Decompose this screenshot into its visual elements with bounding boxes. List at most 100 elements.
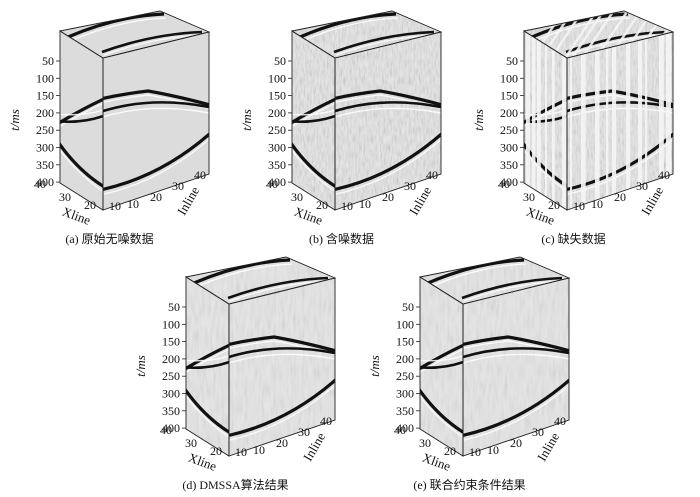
time-tick-label: 50 (42, 54, 54, 68)
time-tick-label: 250 (36, 123, 54, 137)
time-tick-label: 250 (500, 123, 518, 137)
time-tick-label: 200 (500, 106, 518, 120)
xline-tick-label: 40 (266, 177, 278, 191)
inline-tick-label: 20 (614, 190, 626, 204)
time-tick-label: 150 (162, 335, 180, 349)
cube-outline (522, 10, 675, 211)
time-tick-label: 100 (162, 317, 180, 331)
time-axis-label: t/ms (7, 109, 22, 131)
panel-caption: (c) 缺失数据 (541, 232, 606, 246)
time-axis: 50 100 150 200 250 300 350 400 t/ms (367, 300, 420, 435)
figure-panel: 50 100 150 200 250 300 350 400 t/ms 40 30 20 10 Xline… (128, 248, 343, 493)
time-axis-label: t/ms (239, 109, 254, 131)
time-tick-label: 250 (268, 123, 286, 137)
inline-tick-label: 10 (127, 197, 139, 211)
time-tick-label: 400 (36, 175, 54, 189)
xline-tick-label: 10 (341, 199, 353, 213)
time-axis: 50 100 150 200 250 300 350 400 t/ms (7, 54, 60, 189)
inline-tick-label: 10 (253, 443, 265, 457)
cube-right-face (103, 32, 209, 210)
inline-tick-label: 10 (487, 443, 499, 457)
time-tick-label: 100 (396, 317, 414, 331)
xline-tick-label: 40 (394, 423, 406, 437)
cube-faces (186, 257, 335, 456)
inline-tick-label: 40 (194, 168, 206, 182)
time-tick-label: 300 (36, 141, 54, 155)
time-axis: 50 100 150 200 250 300 350 400 t/ms (471, 54, 524, 189)
cube-outline (184, 256, 337, 457)
figure-panel: 50 100 150 200 250 300 350 400 t/ms 40 30 20 10 Xline… (234, 2, 449, 247)
time-tick-label: 150 (396, 335, 414, 349)
inline-tick-label: 30 (172, 179, 184, 193)
time-tick-label: 150 (500, 89, 518, 103)
figure-panel: 50 100 150 200 250 300 350 400 t/ms 40 30 20 10 Xline… (362, 248, 577, 493)
time-tick-label: 400 (162, 421, 180, 435)
inline-tick-label: 30 (404, 179, 416, 193)
xline-tick-label: 40 (34, 177, 46, 191)
inline-tick-label: 40 (320, 414, 332, 428)
cube-outline (418, 256, 571, 457)
cube-front-face (186, 277, 229, 456)
time-tick-label: 300 (268, 141, 286, 155)
time-tick-label: 200 (162, 352, 180, 366)
xline-tick-label: 20 (316, 198, 328, 212)
inline-tick-label: 40 (426, 168, 438, 182)
time-tick-label: 250 (396, 369, 414, 383)
inline-tick-label: 10 (359, 197, 371, 211)
time-tick-label: 350 (36, 158, 54, 172)
xline-tick-label: 30 (291, 190, 303, 204)
cube-outline (58, 10, 211, 211)
time-axis: 50 100 150 200 250 300 350 400 t/ms (239, 54, 292, 189)
time-tick-label: 250 (162, 369, 180, 383)
cube-faces (420, 257, 569, 456)
inline-tick-label: 20 (510, 436, 522, 450)
time-tick-label: 400 (500, 175, 518, 189)
time-tick-label: 100 (36, 71, 54, 85)
inline-tick-label: 40 (554, 414, 566, 428)
cube-front-face (60, 31, 103, 210)
time-tick-label: 100 (268, 71, 286, 85)
time-tick-label: 400 (396, 421, 414, 435)
cube-outline (290, 10, 443, 211)
time-tick-label: 350 (162, 404, 180, 418)
cube-front-face (420, 277, 463, 456)
inline-tick-label: 30 (298, 425, 310, 439)
xline-tick-label: 30 (185, 436, 197, 450)
panel-caption: (e) 联合约束条件结果 (413, 478, 526, 492)
cube-faces (60, 11, 209, 210)
figure-panel: 50 100 150 200 250 300 350 400 t/ms 40 30 20 10 Xline… (2, 2, 217, 247)
inline-tick-label: 10 (591, 197, 603, 211)
xline-tick-label: 10 (235, 445, 247, 459)
time-tick-label: 350 (268, 158, 286, 172)
cube-front-face (292, 31, 335, 210)
time-tick-label: 300 (500, 141, 518, 155)
inline-tick-label: 40 (658, 168, 670, 182)
time-tick-label: 350 (396, 404, 414, 418)
time-axis-label: t/ms (367, 355, 382, 377)
time-tick-label: 50 (506, 54, 518, 68)
time-tick-label: 50 (274, 54, 286, 68)
time-tick-label: 300 (162, 387, 180, 401)
panel-caption: (a) 原始无噪数据 (65, 232, 154, 246)
inline-tick-label: 20 (276, 436, 288, 450)
time-tick-label: 50 (168, 300, 180, 314)
xline-tick-label: 10 (109, 199, 121, 213)
time-axis-label: t/ms (471, 109, 486, 131)
inline-tick-label: 20 (382, 190, 394, 204)
xline-tick-label: 40 (160, 423, 172, 437)
xline-tick-label: 20 (444, 444, 456, 458)
time-axis-label: t/ms (133, 355, 148, 377)
time-tick-label: 200 (36, 106, 54, 120)
xline-tick-label: 10 (573, 199, 585, 213)
time-tick-label: 350 (500, 158, 518, 172)
xline-tick-label: 20 (210, 444, 222, 458)
time-tick-label: 200 (396, 352, 414, 366)
xline-tick-label: 30 (523, 190, 535, 204)
time-axis: 50 100 150 200 250 300 350 400 t/ms (133, 300, 186, 435)
